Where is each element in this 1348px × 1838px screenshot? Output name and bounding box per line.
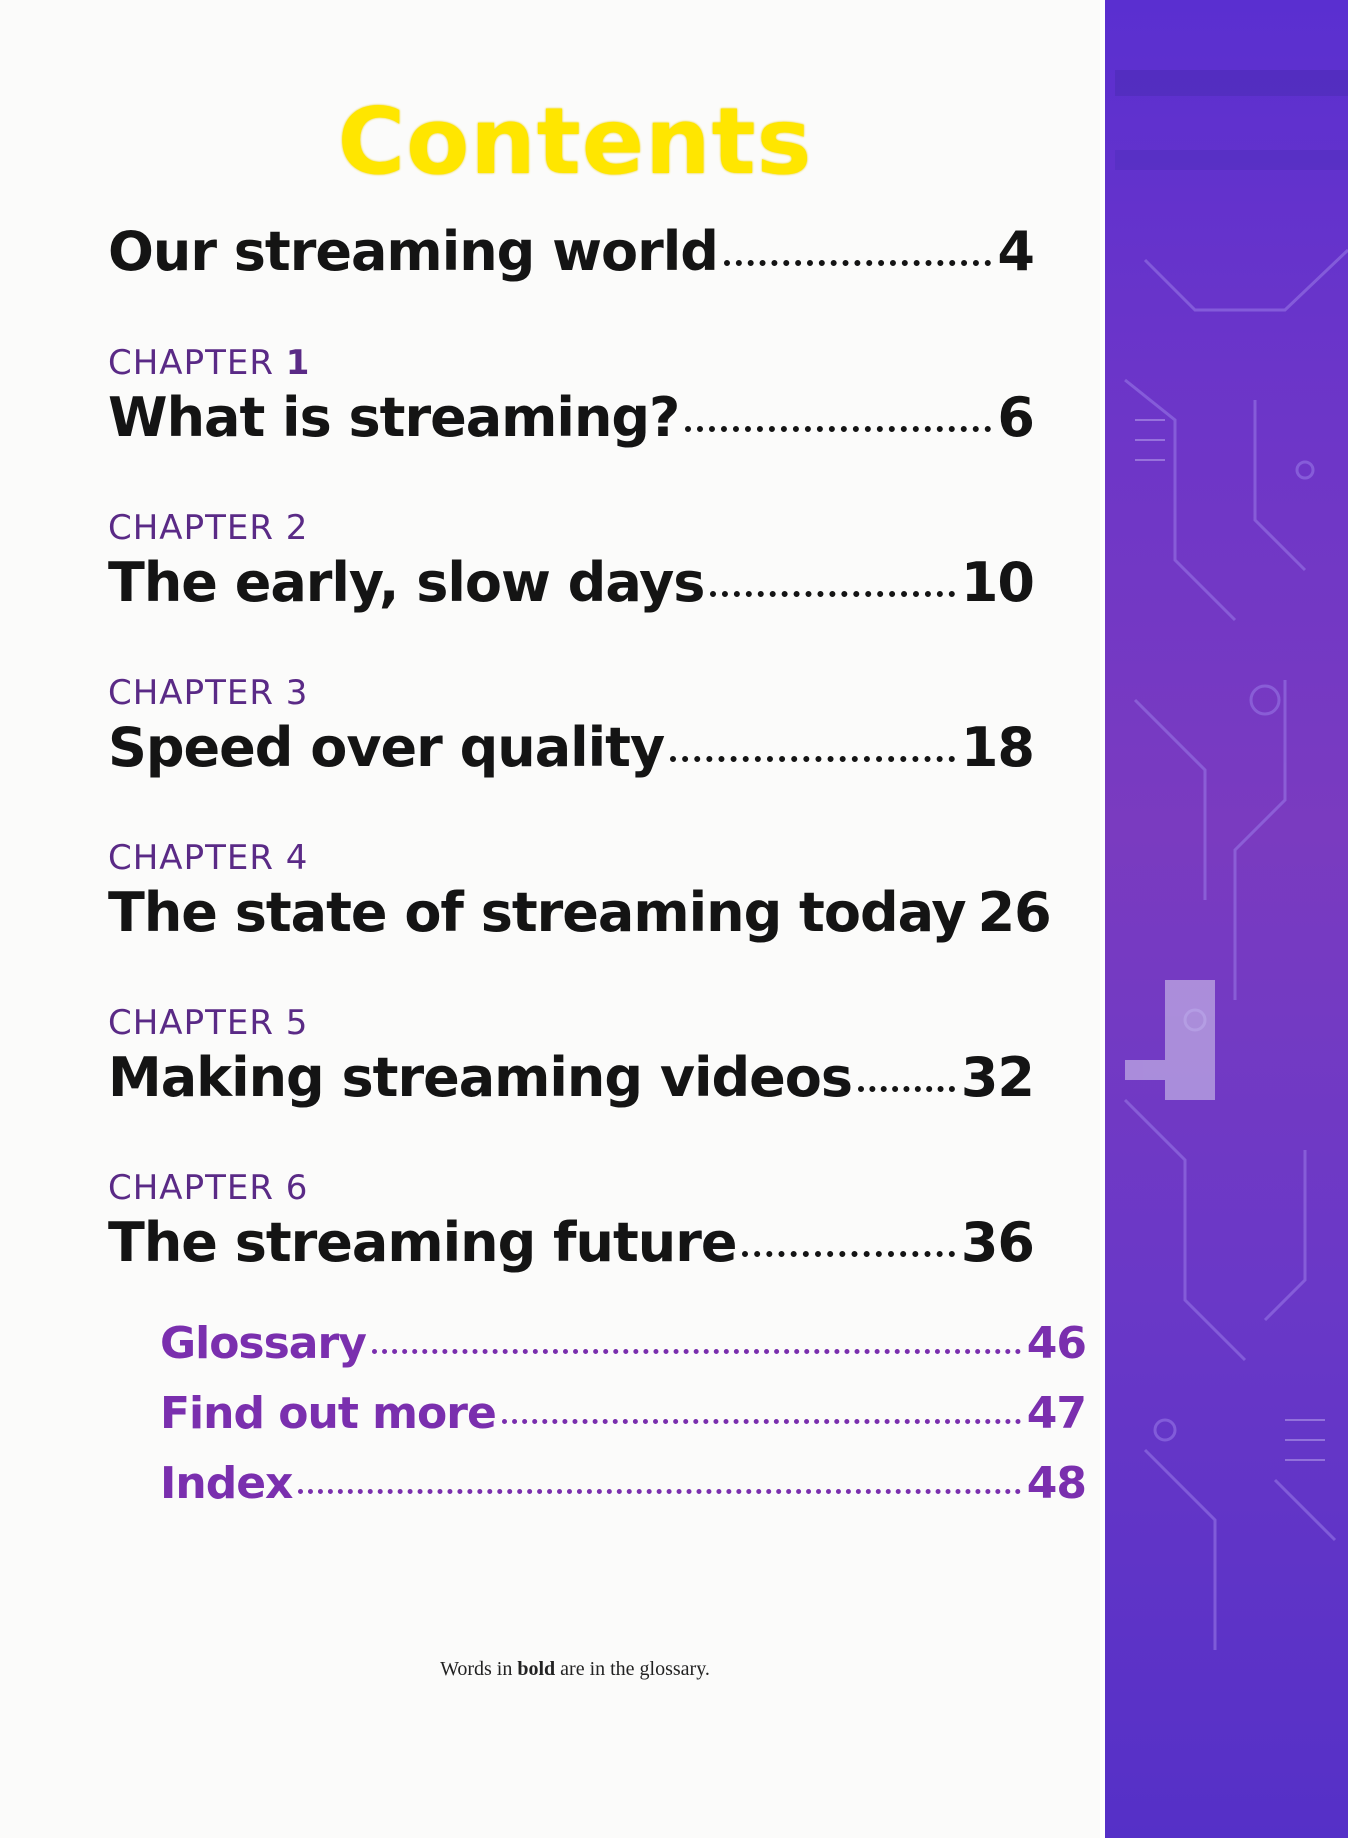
chapter-label: CHAPTER 5 [108, 1003, 309, 1043]
toc-entry-index: Index 48 [160, 1458, 1087, 1528]
toc-chapter-1: CHAPTER 1 What is streaming? 6 [108, 340, 1035, 505]
page-number: 6 [997, 386, 1035, 449]
page-number: 48 [1026, 1458, 1087, 1509]
toc-chapter-6: CHAPTER 6 The streaming future 36 [108, 1165, 1035, 1330]
page-number: 18 [960, 716, 1035, 779]
toc-entry-glossary: Glossary 46 [160, 1318, 1087, 1388]
dot-leader [723, 260, 992, 266]
chapter-label: CHAPTER 2 [108, 508, 309, 548]
entry-title: Making streaming videos [108, 1046, 853, 1109]
entry-title: Our streaming world [108, 220, 719, 283]
toc-chapter-4: CHAPTER 4 The state of streaming today 2… [108, 835, 1052, 1000]
dot-leader [858, 1086, 955, 1092]
chapter-label: CHAPTER 1 [108, 343, 311, 383]
entry-title: What is streaming? [108, 386, 680, 449]
chapter-label: CHAPTER 4 [108, 838, 309, 878]
circuit-board-decoration [1105, 0, 1348, 1838]
page-number: 46 [1026, 1318, 1087, 1369]
entry-title: Index [160, 1458, 293, 1509]
chapter-label: CHAPTER 6 [108, 1168, 309, 1208]
toc-entry: The streaming future 36 [108, 1211, 1035, 1274]
dot-leader [371, 1349, 1021, 1354]
toc-chapter-5: CHAPTER 5 Making streaming videos 32 [108, 1000, 1035, 1165]
circuit-pattern-icon [1115, 70, 1348, 1650]
dot-leader [501, 1419, 1021, 1424]
back-matter: Glossary 46 Find out more 47 Index 48 [160, 1318, 1087, 1528]
dot-leader [670, 756, 955, 762]
glossary-footnote: Words in bold are in the glossary. [440, 1658, 710, 1680]
toc-entry: What is streaming? 6 [108, 386, 1035, 449]
toc-entry: Making streaming videos 32 [108, 1046, 1035, 1109]
toc-entry: The early, slow days 10 [108, 551, 1035, 614]
dot-leader [298, 1489, 1021, 1494]
entry-title: Glossary [160, 1318, 367, 1369]
page-number: 47 [1026, 1388, 1087, 1439]
toc-entry: The state of streaming today 26 [108, 881, 1052, 944]
entry-title: The state of streaming today [108, 881, 967, 944]
toc-entry: Speed over quality 18 [108, 716, 1035, 779]
toc-entry-find-out-more: Find out more 47 [160, 1388, 1087, 1458]
entry-title: The streaming future [108, 1211, 737, 1274]
dot-leader [685, 426, 992, 432]
toc-intro: Our streaming world 4 [108, 220, 1035, 340]
contents-page [0, 0, 1100, 1838]
dot-leader [710, 591, 955, 597]
entry-title: The early, slow days [108, 551, 705, 614]
page-number: 10 [960, 551, 1035, 614]
page-number: 36 [960, 1211, 1035, 1274]
entry-title: Speed over quality [108, 716, 665, 779]
toc-chapter-3: CHAPTER 3 Speed over quality 18 [108, 670, 1035, 835]
page-number: 4 [997, 220, 1035, 283]
page-number: 26 [977, 881, 1052, 944]
entry-title: Find out more [160, 1388, 497, 1439]
toc-chapter-2: CHAPTER 2 The early, slow days 10 [108, 505, 1035, 670]
chapter-label: CHAPTER 3 [108, 673, 309, 713]
dot-leader [742, 1251, 955, 1257]
table-of-contents: Our streaming world 4 CHAPTER 1 What is … [108, 220, 1052, 1330]
page-title: Contents [337, 88, 813, 195]
page-number: 32 [960, 1046, 1035, 1109]
toc-entry: Our streaming world 4 [108, 220, 1035, 283]
